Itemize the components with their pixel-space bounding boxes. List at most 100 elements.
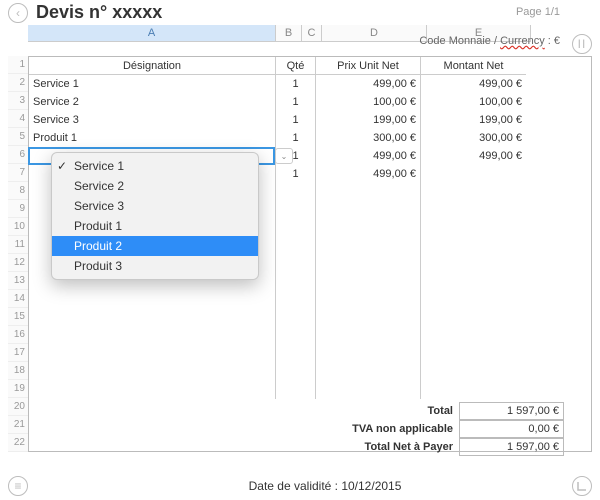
cell-designation[interactable] (29, 291, 276, 309)
row-head[interactable]: 6 (8, 146, 28, 164)
cell-qte[interactable] (276, 345, 316, 363)
cell-montant[interactable] (421, 165, 526, 183)
dropdown-item[interactable]: Service 3 (52, 196, 258, 216)
cell-montant[interactable] (421, 291, 526, 309)
cell-qte[interactable] (276, 381, 316, 399)
cell-qte[interactable] (276, 309, 316, 327)
dropdown-item[interactable]: Produit 1 (52, 216, 258, 236)
cell-prix-unit[interactable] (316, 327, 421, 345)
dropdown-item[interactable]: Service 2 (52, 176, 258, 196)
cell-montant[interactable] (421, 309, 526, 327)
cell-prix-unit[interactable] (316, 255, 421, 273)
cell-designation[interactable] (29, 381, 276, 399)
cell-montant[interactable] (421, 201, 526, 219)
col-head-b[interactable]: B (275, 25, 301, 42)
cell-qte[interactable]: 1 (276, 75, 316, 93)
cell-montant[interactable] (421, 255, 526, 273)
corner-icon-button[interactable] (572, 476, 592, 496)
cell-prix-unit[interactable] (316, 201, 421, 219)
cell-prix-unit[interactable] (316, 273, 421, 291)
row-head[interactable]: 20 (8, 398, 28, 416)
col-head-c[interactable]: C (301, 25, 321, 42)
cell-montant[interactable] (421, 219, 526, 237)
row-head[interactable]: 21 (8, 416, 28, 434)
designation-dropdown[interactable]: ✓Service 1Service 2Service 3Produit 1 Pro… (51, 152, 259, 280)
cell-designation[interactable] (29, 309, 276, 327)
cell-designation[interactable] (29, 363, 276, 381)
row-head[interactable]: 14 (8, 290, 28, 308)
table-row[interactable]: Produit 11300,00 €300,00 € (29, 129, 591, 147)
row-head[interactable]: 16 (8, 326, 28, 344)
row-head[interactable]: 15 (8, 308, 28, 326)
cell-designation[interactable]: Service 2 (29, 93, 276, 111)
row-head[interactable]: 12 (8, 254, 28, 272)
dropdown-handle[interactable]: ⌄ (275, 148, 293, 164)
cell-prix-unit[interactable]: 499,00 € (316, 147, 421, 165)
cell-designation[interactable]: Service 3 (29, 111, 276, 129)
row-head[interactable]: 2 (8, 74, 28, 92)
cell-qte[interactable]: 1 (276, 111, 316, 129)
table-row[interactable]: Service 21100,00 €100,00 € (29, 93, 591, 111)
table-row[interactable]: Service 31199,00 €199,00 € (29, 111, 591, 129)
row-head[interactable]: 22 (8, 434, 28, 452)
row-head[interactable]: 11 (8, 236, 28, 254)
cell-qte[interactable] (276, 201, 316, 219)
cell-qte[interactable]: 1 (276, 165, 316, 183)
cell-qte[interactable] (276, 219, 316, 237)
row-head[interactable]: 19 (8, 380, 28, 398)
row-head[interactable]: 4 (8, 110, 28, 128)
table-row[interactable] (29, 381, 591, 399)
cell-prix-unit[interactable]: 300,00 € (316, 129, 421, 147)
cell-montant[interactable] (421, 273, 526, 291)
cell-designation[interactable]: Service 1 (29, 75, 276, 93)
col-head-d[interactable]: D (321, 25, 426, 42)
cell-prix-unit[interactable] (316, 345, 421, 363)
table-row[interactable]: Service 11499,00 €499,00 € (29, 75, 591, 93)
row-head[interactable]: 18 (8, 362, 28, 380)
col-head-a[interactable]: A (28, 25, 275, 42)
cell-designation[interactable] (29, 345, 276, 363)
cell-montant[interactable] (421, 183, 526, 201)
dropdown-item[interactable]: ✓Service 1 (52, 156, 258, 176)
cell-qte[interactable] (276, 327, 316, 345)
cell-montant[interactable]: 100,00 € (421, 93, 526, 111)
cell-montant[interactable] (421, 327, 526, 345)
spreadsheet-grid[interactable]: Désignation Qté Prix Unit Net Montant Ne… (28, 56, 592, 452)
back-icon-button[interactable]: ‹ (8, 3, 28, 23)
row-head[interactable]: 17 (8, 344, 28, 362)
cell-prix-unit[interactable]: 199,00 € (316, 111, 421, 129)
row-head[interactable]: 8 (8, 182, 28, 200)
cell-prix-unit[interactable] (316, 183, 421, 201)
cell-montant[interactable]: 499,00 € (421, 147, 526, 165)
table-row[interactable] (29, 291, 591, 309)
table-row[interactable] (29, 309, 591, 327)
cell-qte[interactable]: 1 (276, 129, 316, 147)
cell-prix-unit[interactable]: 499,00 € (316, 165, 421, 183)
cell-montant[interactable] (421, 237, 526, 255)
row-head[interactable]: 10 (8, 218, 28, 236)
cell-prix-unit[interactable]: 499,00 € (316, 75, 421, 93)
row-head[interactable]: 7 (8, 164, 28, 182)
cell-qte[interactable]: 1 (276, 93, 316, 111)
cell-montant[interactable] (421, 345, 526, 363)
cell-qte[interactable] (276, 363, 316, 381)
row-head[interactable]: 9 (8, 200, 28, 218)
dropdown-item[interactable]: Produit 3 (52, 256, 258, 276)
cell-montant[interactable]: 199,00 € (421, 111, 526, 129)
cell-prix-unit[interactable] (316, 381, 421, 399)
cell-designation[interactable] (29, 327, 276, 345)
table-row[interactable] (29, 327, 591, 345)
pause-icon-button[interactable]: II (572, 34, 592, 54)
cell-prix-unit[interactable] (316, 219, 421, 237)
table-row[interactable] (29, 363, 591, 381)
row-head[interactable]: 5 (8, 128, 28, 146)
cell-prix-unit[interactable] (316, 291, 421, 309)
cell-qte[interactable] (276, 273, 316, 291)
cell-qte[interactable] (276, 255, 316, 273)
cell-montant[interactable] (421, 363, 526, 381)
menu-icon-button[interactable]: ≡ (8, 476, 28, 496)
cell-montant[interactable]: 499,00 € (421, 75, 526, 93)
cell-qte[interactable] (276, 183, 316, 201)
row-head[interactable]: 13 (8, 272, 28, 290)
cell-designation[interactable]: Produit 1 (29, 129, 276, 147)
